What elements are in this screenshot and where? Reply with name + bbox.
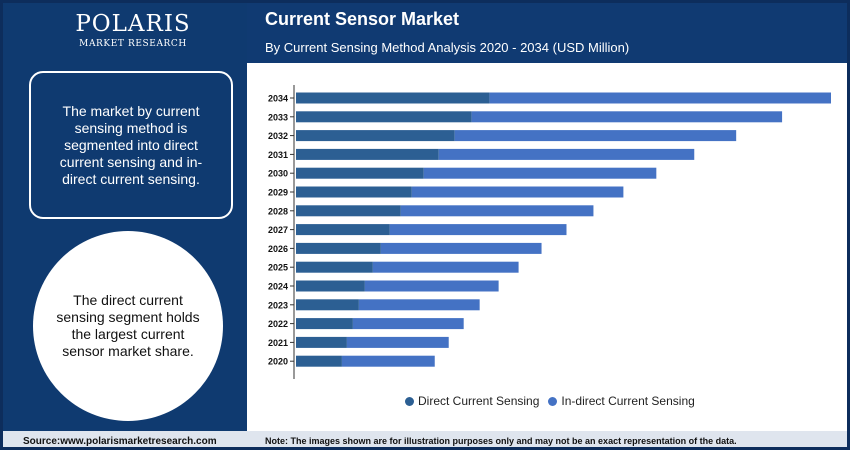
y-tick-label: 2023 [268, 300, 288, 310]
legend-label-indirect: In-direct Current Sensing [561, 394, 695, 408]
bar-direct-current-sensing [296, 205, 401, 217]
bar-direct-current-sensing [296, 299, 359, 311]
bar-indirect-current-sensing [454, 130, 737, 142]
bar-indirect-current-sensing [400, 205, 594, 217]
bar-direct-current-sensing [296, 224, 390, 236]
chart-title: Current Sensor Market [265, 9, 460, 29]
y-tick-label: 2029 [268, 188, 288, 198]
legend-item-indirect: In-direct Current Sensing [548, 394, 695, 408]
bar-chart: 2034 2033 2032 2031 2030 2029 2028 2027 2026 2025… [268, 85, 831, 379]
logo-subtitle: MARKET RESEARCH [79, 39, 187, 49]
bar-indirect-current-sensing [438, 148, 695, 160]
y-tick-label: 2031 [268, 150, 288, 160]
y-tick-label: 2028 [268, 206, 288, 216]
footer-band [3, 431, 847, 447]
highlight-text: The direct current sensing segment holds… [56, 292, 200, 359]
bar-direct-current-sensing [296, 148, 439, 160]
segmentation-text: The market by current sensing method is … [59, 102, 203, 187]
bar-direct-current-sensing [296, 261, 373, 273]
y-tick-label: 2024 [268, 282, 288, 292]
bar-direct-current-sensing [296, 336, 347, 348]
y-tick-label: 2033 [268, 112, 288, 122]
bar-direct-current-sensing [296, 280, 365, 292]
bar-indirect-current-sensing [364, 280, 499, 292]
bar-direct-current-sensing [296, 130, 455, 142]
disclaimer-note: Note: The images shown are for illustrat… [265, 436, 737, 446]
bar-direct-current-sensing [296, 355, 342, 367]
bar-direct-current-sensing [296, 242, 381, 254]
y-tick-label: 2021 [268, 338, 288, 348]
bar-indirect-current-sensing [471, 111, 783, 123]
highlight-circle: The direct current sensing segment holds… [33, 231, 223, 421]
legend-dot-indirect [548, 396, 558, 406]
bar-indirect-current-sensing [358, 299, 480, 311]
bar-indirect-current-sensing [411, 186, 624, 198]
bar-indirect-current-sensing [346, 336, 449, 348]
y-tick-label: 2030 [268, 169, 288, 179]
bar-indirect-current-sensing [489, 92, 831, 104]
legend-label-direct: Direct Current Sensing [418, 394, 540, 408]
bar-indirect-current-sensing [341, 355, 435, 367]
y-tick-label: 2026 [268, 244, 288, 254]
bar-indirect-current-sensing [389, 224, 567, 236]
y-tick-label: 2034 [268, 94, 288, 104]
bar-direct-current-sensing [296, 318, 353, 330]
chart-legend: Direct Current Sensing In-direct Current… [405, 393, 704, 409]
y-tick-label: 2022 [268, 319, 288, 329]
chart-subtitle: By Current Sensing Method Analysis 2020 … [265, 40, 630, 55]
polaris-logo: POLARIS MARKET RESEARCH [63, 11, 203, 49]
y-tick-label: 2027 [268, 225, 288, 235]
bar-indirect-current-sensing [423, 167, 657, 179]
source-text: Source:www.polarismarketresearch.com [23, 436, 217, 447]
y-tick-label: 2020 [268, 357, 288, 367]
y-tick-label: 2032 [268, 131, 288, 141]
logo-name: POLARIS [75, 11, 191, 37]
bar-indirect-current-sensing [380, 242, 542, 254]
bar-direct-current-sensing [296, 111, 472, 123]
y-tick-label: 2025 [268, 263, 288, 273]
bar-indirect-current-sensing [372, 261, 519, 273]
segmentation-text-box: The market by current sensing method is … [29, 71, 233, 219]
legend-item-direct: Direct Current Sensing [405, 394, 539, 408]
bar-direct-current-sensing [296, 167, 424, 179]
bar-direct-current-sensing [296, 186, 412, 198]
bar-direct-current-sensing [296, 92, 490, 104]
bar-indirect-current-sensing [352, 318, 464, 330]
legend-dot-direct [405, 396, 414, 406]
